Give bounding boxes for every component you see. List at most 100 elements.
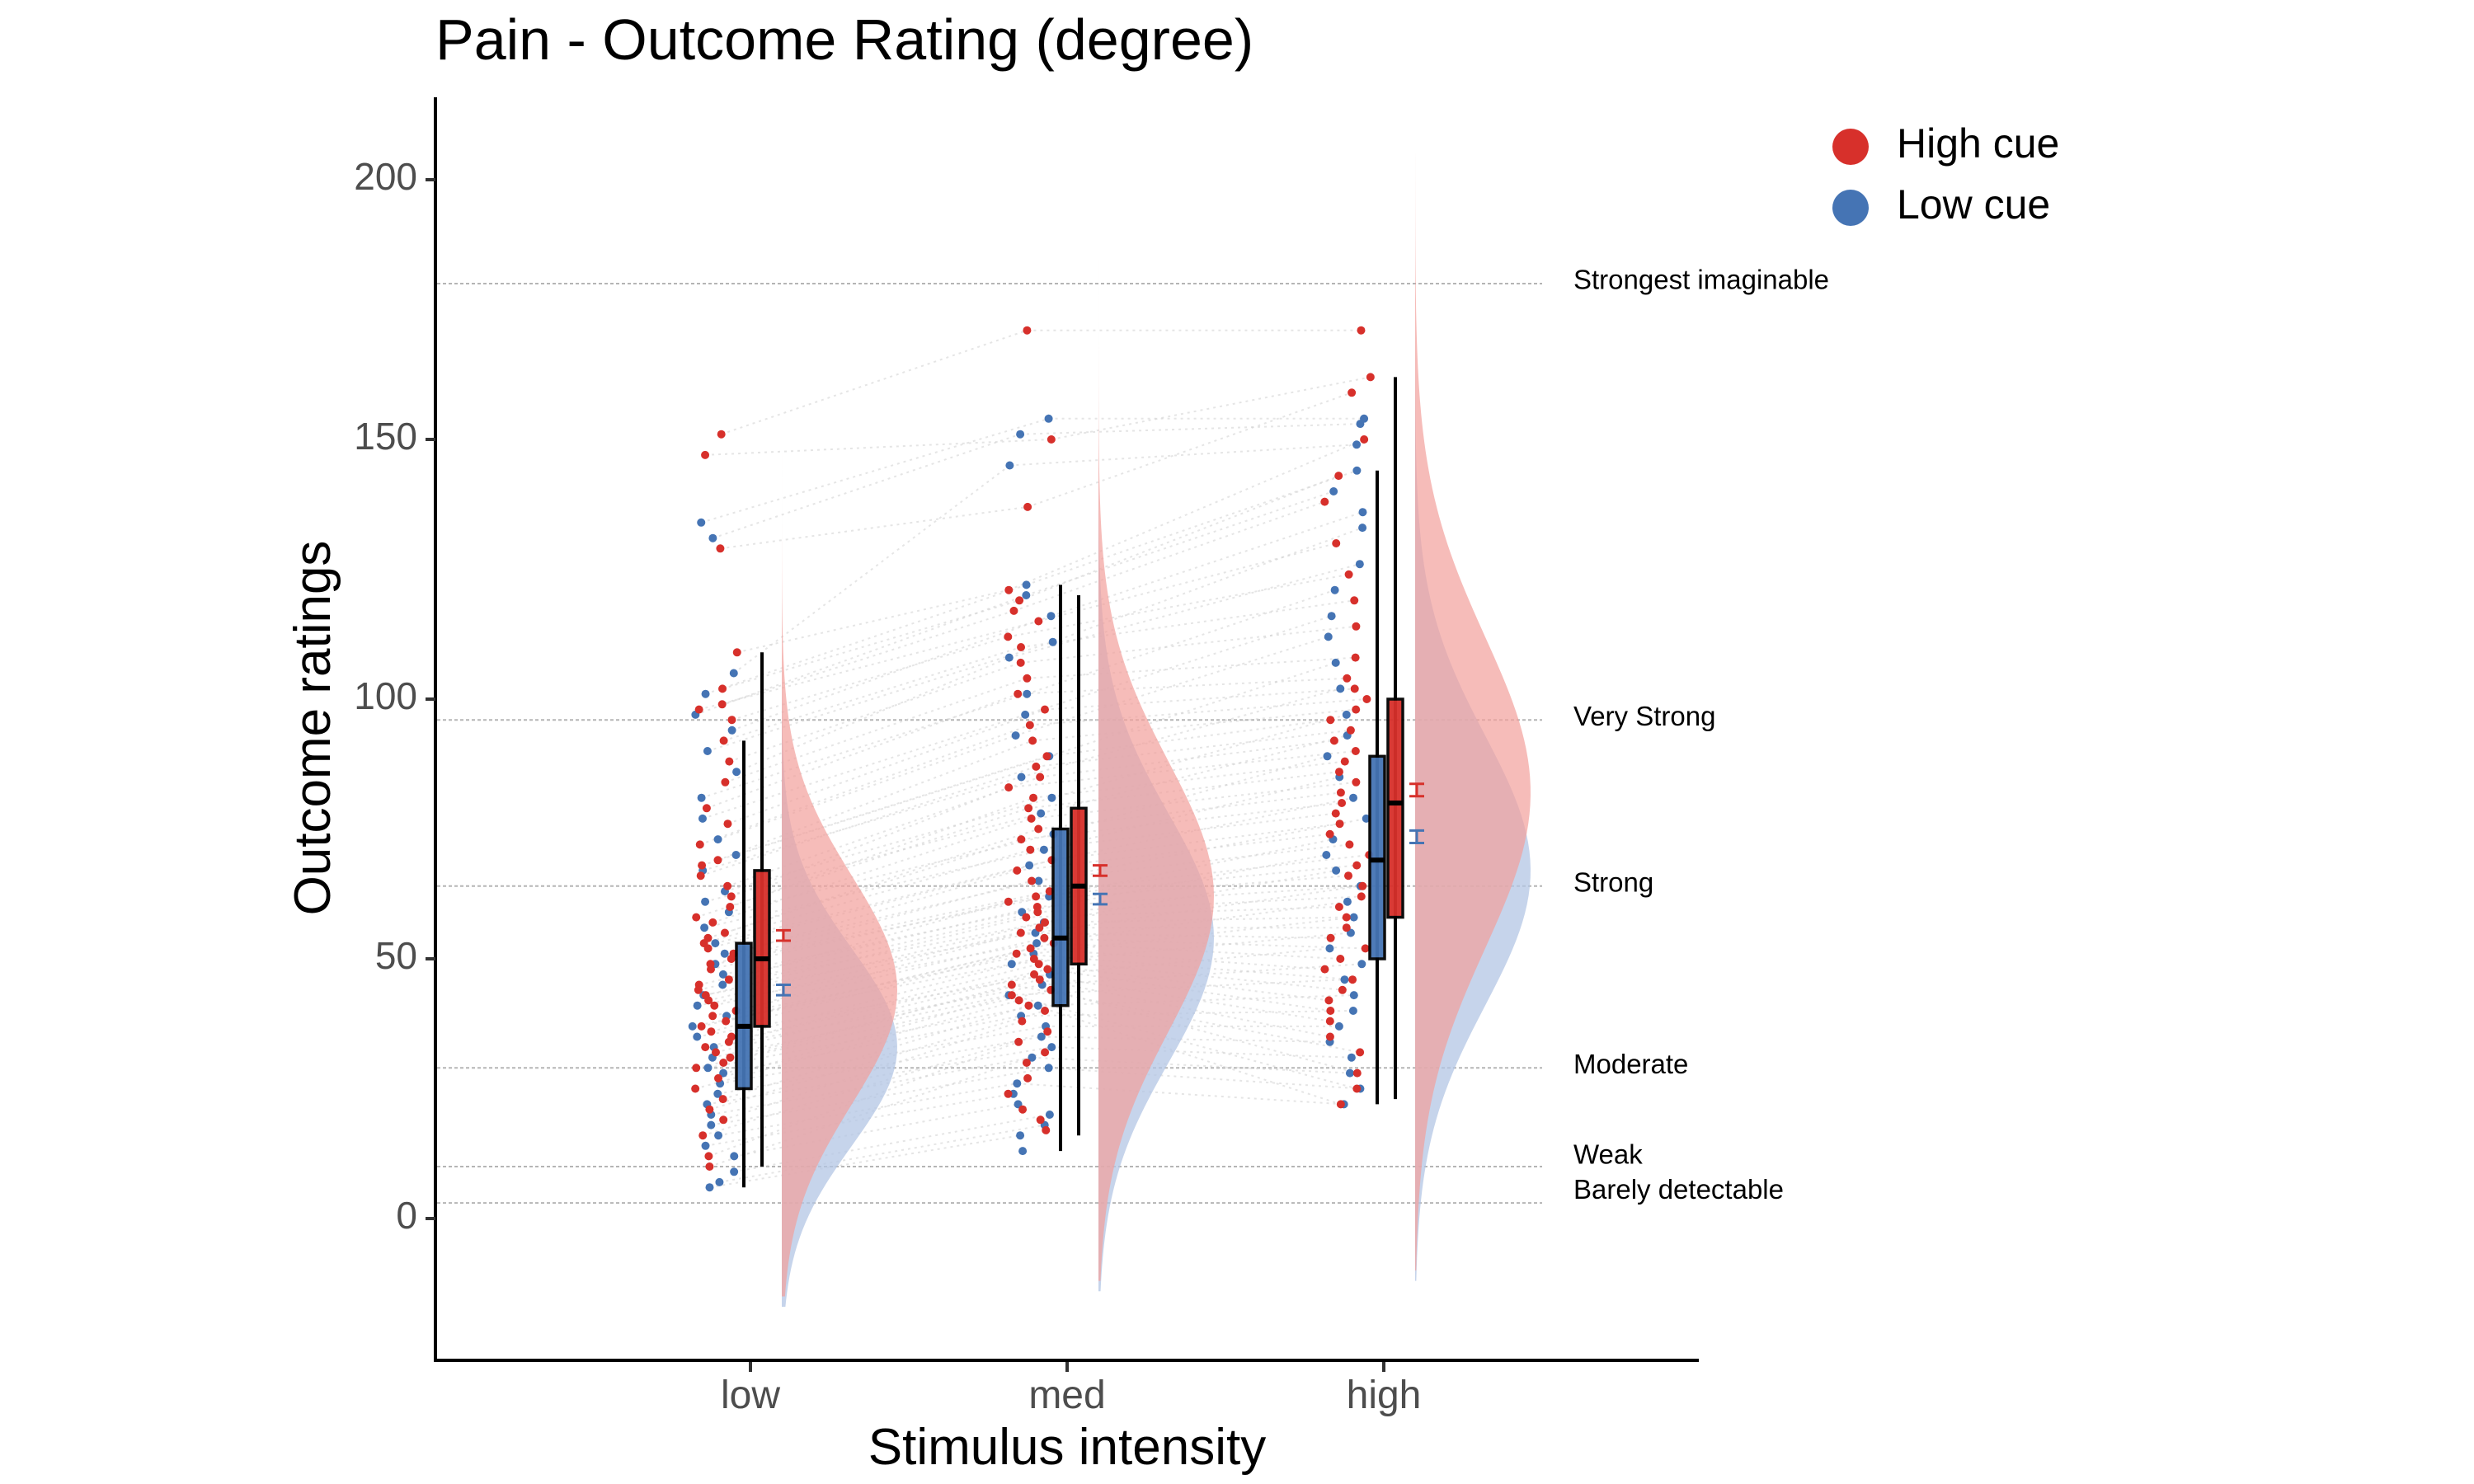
data-point [718,980,727,989]
legend-label: High cue [1897,120,2059,167]
connector-line [731,615,1051,731]
data-point [1013,1079,1022,1088]
data-point [1042,1125,1051,1134]
data-point [1040,705,1049,714]
connector-line [1041,1036,1330,1043]
data-point [708,918,717,927]
box-low-cue [735,942,753,1091]
data-point [719,736,728,745]
connector-line [722,609,1014,706]
data-point [1028,736,1037,745]
data-point [1360,435,1369,444]
data-point [727,892,736,901]
axes [434,97,1699,1362]
data-point [1029,793,1038,802]
data-point [1007,991,1016,1000]
data-point [1014,996,1023,1005]
data-point [1005,461,1014,470]
data-point [1343,897,1352,906]
data-point [718,684,727,693]
connector-line [1047,719,1331,758]
connector-line [1011,994,1357,1090]
data-point [1023,674,1032,683]
data-point [716,544,725,553]
data-point [702,804,711,813]
data-point [1362,695,1371,703]
data-point [692,1064,701,1073]
data-point [1036,1115,1045,1125]
data-point [722,1017,731,1026]
connector-line [709,1134,1021,1189]
connector-line [1011,932,1352,965]
data-point [1032,762,1041,771]
connector-line [713,433,1021,539]
data-point [1335,819,1344,829]
connector-line [700,417,1049,524]
connector-line [1051,376,1371,440]
data-point [1350,684,1359,693]
data-point [693,1032,702,1041]
data-point [715,1177,724,1186]
data-point [1041,1007,1050,1015]
data-point [1004,897,1013,906]
density-cloud-high-cue-low [782,304,897,1297]
connector-line [715,973,1035,1054]
connector-line [1048,838,1333,898]
x-ticks: low med high [721,1362,1421,1417]
connector-line [706,693,1018,810]
data-point [723,819,732,829]
data-point [708,1012,717,1021]
connector-line [725,677,1028,783]
y-tick-label: 50 [375,934,417,977]
connector-line [721,329,1028,435]
data-point [729,669,738,678]
connector-line [715,895,1050,965]
data-point [1320,497,1329,506]
data-point [1043,1027,1052,1036]
connector-line [1009,750,1356,789]
connector-line [1020,599,1355,648]
data-point [1037,809,1046,818]
data-point [1018,1017,1027,1026]
data-point [694,985,703,994]
connector-line [1036,729,1352,768]
data-point [698,814,707,823]
data-point [713,835,722,844]
data-point [1334,472,1343,481]
connector-line [707,1046,1052,1106]
legend-marker-high-cue [1832,129,1869,165]
connector-line [734,1103,1018,1158]
data-point [707,1027,716,1036]
data-point [1021,710,1030,719]
data-point [1349,991,1358,1000]
data-point [1022,580,1031,589]
data-point [1361,944,1370,953]
data-point [1029,955,1038,963]
data-point [1048,637,1057,646]
connector-line [712,994,1009,1059]
data-point [1351,747,1360,755]
data-point [712,1048,721,1057]
data-point [708,533,717,542]
data-point [1342,913,1351,922]
legend-marker-low-cue [1832,190,1869,226]
data-point [1025,861,1034,870]
data-point [1013,866,1022,875]
connector-line [1037,895,1362,913]
connector-line [1044,688,1355,711]
reference-line-label: Strong [1573,867,1653,898]
data-point [1009,606,1018,615]
connector-line [724,796,1052,893]
data-point [1022,1059,1031,1067]
density-clouds [782,153,1531,1308]
data-point [1017,835,1026,844]
data-point [721,777,730,787]
data-point [1016,928,1025,937]
reference-line-label: Weak [1573,1139,1643,1170]
data-point [726,903,735,911]
connector-line [702,776,1022,871]
data-point [1320,965,1329,974]
connector-line [701,755,1047,866]
data-point [1016,1131,1025,1140]
